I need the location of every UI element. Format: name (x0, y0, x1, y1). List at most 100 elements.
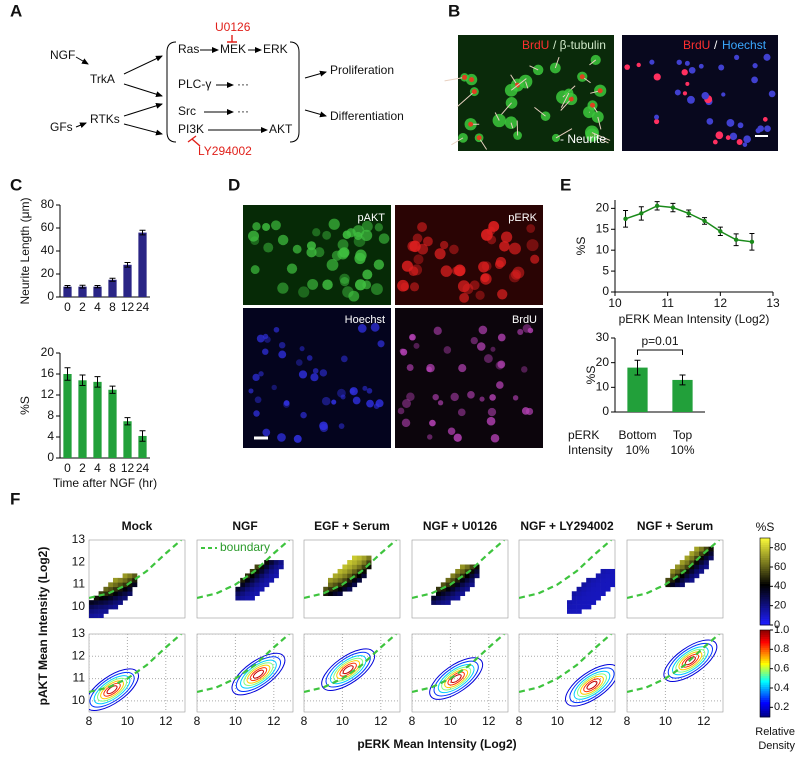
colorbar-cell (760, 538, 770, 541)
heatmap-cell (689, 568, 695, 574)
heatmap-cell (249, 582, 255, 588)
heatmap-cell (122, 586, 128, 592)
heatmap-cell (269, 564, 275, 570)
colorbar-cell (760, 616, 770, 619)
heatmap-cell (591, 582, 597, 588)
contour (336, 660, 361, 680)
neurite (589, 59, 597, 66)
colorbar-cell (760, 697, 770, 700)
colorbar-cell (760, 594, 770, 598)
cell (340, 277, 350, 287)
point (670, 205, 676, 210)
heatmap-cell (708, 546, 714, 552)
heatmap-cell (117, 600, 123, 605)
cell (492, 113, 506, 128)
heatmap-cell (474, 564, 480, 570)
nucleus (681, 69, 688, 76)
bar (123, 264, 132, 297)
heatmap-cell (132, 573, 138, 579)
panel-label: D (228, 175, 240, 194)
heatmap-cell (460, 568, 466, 574)
colorbar-cell (760, 664, 770, 668)
colorbar-frame (759, 537, 771, 626)
heatmap-cell (699, 555, 705, 561)
heatmap (519, 540, 615, 614)
cell (407, 241, 418, 252)
cell (479, 396, 485, 402)
heatmap-cell (342, 568, 348, 574)
x-tick-label: 2 (79, 461, 86, 475)
heatmap-cell (249, 568, 255, 574)
heatmap-cell (699, 560, 705, 565)
heatmap-cell (249, 595, 255, 601)
heatmap-cell (464, 564, 470, 570)
heatmap-cell (694, 560, 700, 565)
nucleus (462, 74, 468, 80)
colorbar-cell (760, 647, 770, 650)
nucleus (476, 135, 482, 141)
colorbar-cell (760, 564, 770, 567)
cell (354, 252, 366, 265)
heatmap-cell (89, 600, 95, 605)
heatmap-cell (342, 582, 348, 588)
cell (411, 264, 423, 276)
x-axis-label: pERK Mean Intensity (Log2) (357, 737, 516, 751)
cell (248, 230, 260, 242)
heatmap-cell (108, 586, 114, 592)
cell (357, 324, 367, 333)
cell (322, 230, 332, 240)
point (749, 239, 755, 245)
heatmap-cell (264, 577, 270, 583)
heatmap-cell (103, 604, 109, 610)
heatmap-cell (352, 560, 358, 565)
heatmap-cell (108, 582, 114, 588)
node: GFs (50, 120, 73, 134)
image-label: pERK (508, 212, 537, 224)
heatmap-cell (445, 600, 451, 605)
image-label: pAKT (357, 212, 385, 224)
heatmap-cell (245, 577, 251, 583)
heatmap-cell (259, 586, 265, 592)
heatmap-cell (98, 604, 104, 610)
colorbar-cell (760, 658, 770, 661)
heatmap-cell (571, 591, 577, 597)
heatmap-cell (347, 560, 353, 565)
heatmap-cell (699, 546, 705, 552)
heatmap-cell (445, 586, 451, 592)
heatmap-cell (689, 551, 695, 556)
arrow (123, 83, 163, 98)
y-tick-label: 80 (41, 197, 55, 211)
boundary (89, 540, 182, 600)
contour (576, 673, 607, 698)
column-title: NGF + Serum (637, 519, 713, 533)
colorbar-cell (760, 638, 770, 642)
heatmap-cell (103, 609, 109, 614)
colorbar-cell (760, 581, 770, 585)
cell (299, 346, 305, 352)
heatmap-cell (670, 582, 676, 588)
heatmap (627, 540, 720, 600)
colorbar-cell (760, 636, 770, 640)
cell (264, 336, 271, 343)
neurite (444, 76, 465, 82)
heatmap-cell (591, 591, 597, 597)
colorbar-cell (760, 684, 770, 687)
cell (413, 342, 420, 349)
contour (569, 667, 615, 704)
error-bar (64, 285, 71, 289)
contour (580, 675, 604, 695)
heatmap-cell (436, 600, 442, 605)
x-tick-label: 8 (409, 714, 416, 728)
bar (78, 380, 87, 458)
cell (307, 278, 319, 290)
heatmap-cell (264, 560, 270, 565)
colorbar-label: 0.8 (774, 643, 789, 655)
heatmap-cell (113, 591, 119, 597)
heatmap-cell (450, 582, 456, 588)
neurite (500, 102, 512, 116)
heatmap-cell (576, 600, 582, 605)
node: RTKs (90, 112, 120, 126)
colorbar-cell (760, 688, 770, 692)
colorbar-cell (760, 714, 770, 718)
nucleus (568, 96, 574, 102)
